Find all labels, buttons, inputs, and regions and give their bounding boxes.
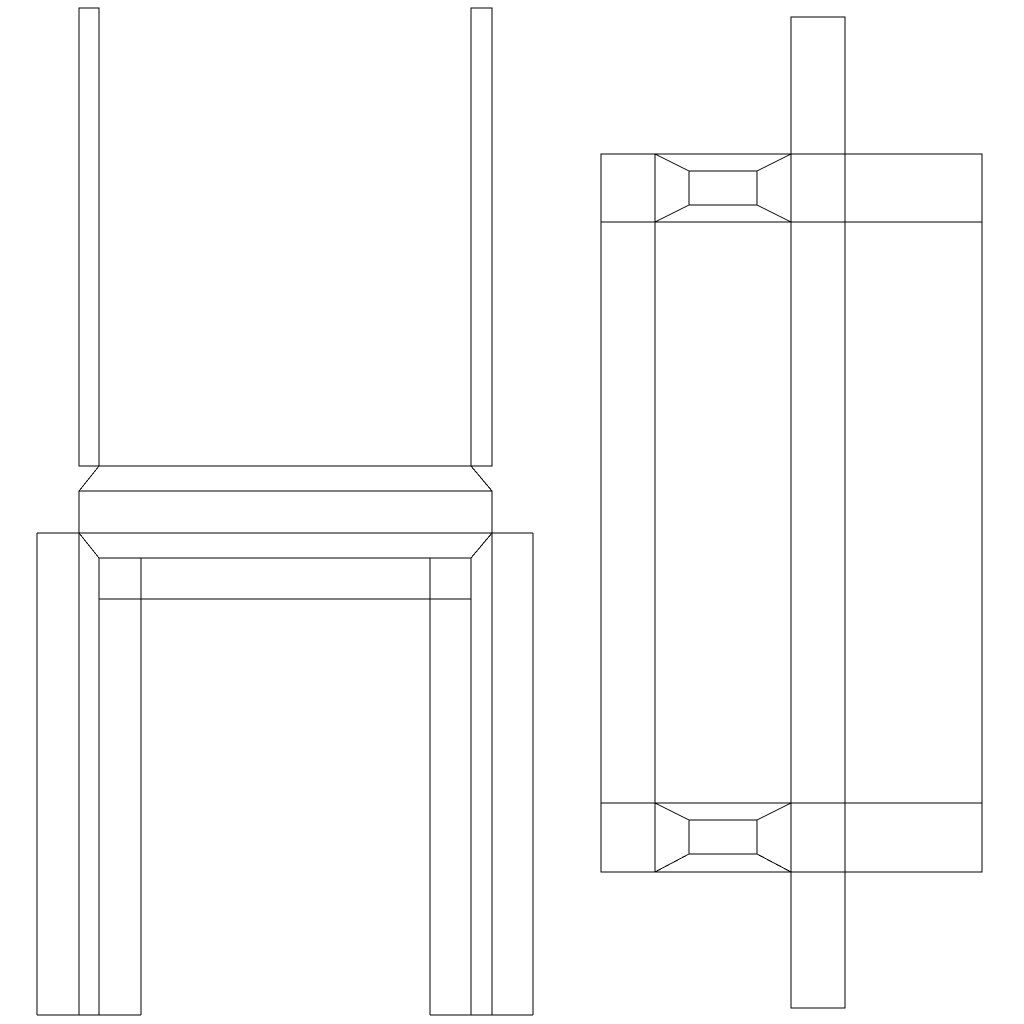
bottom-joint-bevel-bl xyxy=(654,853,690,873)
top-joint-bevel-bl xyxy=(654,204,690,223)
top-joint-bevel-tr xyxy=(756,153,792,172)
bottom-joint-bevel-tr xyxy=(756,802,792,821)
seat-bevel-left-miter xyxy=(78,465,100,492)
left-back-post xyxy=(78,7,100,467)
vertical-rail xyxy=(790,16,846,1009)
side-view xyxy=(600,16,983,1009)
bottom-joint-bevel-br xyxy=(756,853,792,873)
seat-block xyxy=(78,490,493,534)
seat-bevel-right-miter xyxy=(470,465,493,492)
seat-bevel-bottom-left-miter xyxy=(78,532,100,559)
right-back-post xyxy=(470,7,493,467)
front-view xyxy=(36,7,534,1016)
seat-bevel-bottom-right-miter xyxy=(470,532,493,559)
top-joint-bevel-tl xyxy=(654,153,690,172)
top-joint-inset xyxy=(688,170,758,206)
top-joint-bevel-br xyxy=(756,204,792,223)
bottom-joint-bevel-tl xyxy=(654,802,690,821)
bottom-joint-inset xyxy=(688,819,758,855)
